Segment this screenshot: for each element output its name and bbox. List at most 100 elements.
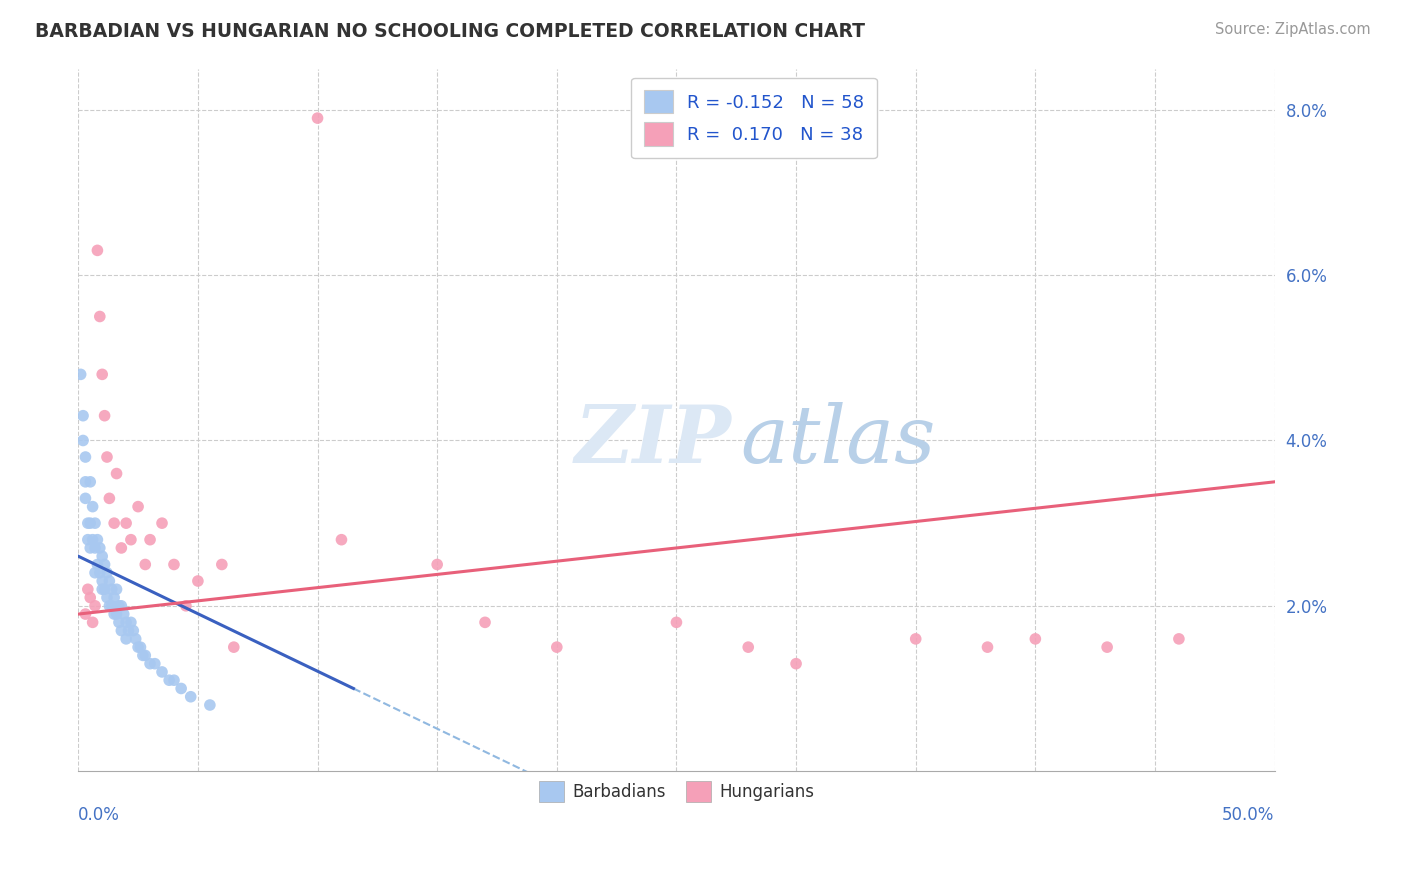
Point <box>82 533 104 547</box>
Point <box>426 558 449 572</box>
Point <box>72 409 94 423</box>
Point <box>84 599 107 613</box>
Point <box>69 368 91 382</box>
Point <box>110 599 132 613</box>
Point <box>737 640 759 655</box>
Point <box>89 541 111 555</box>
Point <box>75 450 97 464</box>
Point <box>82 500 104 514</box>
Point <box>139 657 162 671</box>
Text: 0.0%: 0.0% <box>79 806 120 824</box>
Point <box>976 640 998 655</box>
Point <box>100 599 122 613</box>
Point <box>105 467 128 481</box>
Text: ZIP: ZIP <box>575 402 731 480</box>
Point <box>84 566 107 580</box>
Point <box>904 632 927 646</box>
Point <box>157 673 180 688</box>
Point <box>91 549 114 564</box>
Point <box>134 648 156 663</box>
Point <box>86 244 108 258</box>
Point <box>79 541 101 555</box>
Point <box>198 698 221 712</box>
Point <box>105 582 128 597</box>
Point <box>546 640 568 655</box>
Point <box>120 615 142 630</box>
Point <box>89 566 111 580</box>
Point <box>143 657 166 671</box>
Point <box>134 558 156 572</box>
Point <box>139 533 162 547</box>
Text: atlas: atlas <box>740 402 935 480</box>
Point <box>665 615 688 630</box>
Point <box>75 491 97 506</box>
Point <box>72 434 94 448</box>
Point <box>76 516 98 530</box>
Point <box>93 558 115 572</box>
Legend: Barbadians, Hungarians: Barbadians, Hungarians <box>533 775 821 808</box>
Point <box>222 640 245 655</box>
Point <box>91 574 114 588</box>
Text: Source: ZipAtlas.com: Source: ZipAtlas.com <box>1215 22 1371 37</box>
Point <box>163 673 186 688</box>
Point <box>108 599 131 613</box>
Point <box>89 310 111 324</box>
Point <box>79 475 101 489</box>
Point <box>86 558 108 572</box>
Point <box>76 533 98 547</box>
Point <box>180 690 202 704</box>
Point <box>127 500 149 514</box>
Point <box>115 632 138 646</box>
Point <box>150 516 173 530</box>
Point <box>211 558 233 572</box>
Point <box>117 624 139 638</box>
Point <box>75 475 97 489</box>
Point <box>84 541 107 555</box>
Point <box>163 558 186 572</box>
Point <box>115 615 138 630</box>
Point <box>100 582 122 597</box>
Point <box>76 582 98 597</box>
Point <box>785 657 807 671</box>
Point <box>170 681 193 696</box>
Point <box>1024 632 1046 646</box>
Point <box>91 582 114 597</box>
Point <box>103 591 125 605</box>
Point <box>79 516 101 530</box>
Point <box>75 607 97 621</box>
Point <box>84 516 107 530</box>
Point <box>125 632 148 646</box>
Point <box>127 640 149 655</box>
Point <box>82 615 104 630</box>
Point <box>93 582 115 597</box>
Point <box>132 648 155 663</box>
Point <box>187 574 209 588</box>
Point <box>115 516 138 530</box>
Point <box>98 599 121 613</box>
Point <box>150 665 173 679</box>
Point <box>93 409 115 423</box>
Text: 50.0%: 50.0% <box>1222 806 1275 824</box>
Point <box>91 368 114 382</box>
Point <box>98 491 121 506</box>
Point <box>330 533 353 547</box>
Point <box>79 591 101 605</box>
Point <box>96 566 118 580</box>
Point <box>96 450 118 464</box>
Point <box>96 591 118 605</box>
Point <box>474 615 496 630</box>
Text: BARBADIAN VS HUNGARIAN NO SCHOOLING COMPLETED CORRELATION CHART: BARBADIAN VS HUNGARIAN NO SCHOOLING COMP… <box>35 22 865 41</box>
Point <box>103 607 125 621</box>
Point <box>1167 632 1189 646</box>
Point <box>86 533 108 547</box>
Point <box>110 541 132 555</box>
Point <box>122 624 145 638</box>
Point <box>110 624 132 638</box>
Point <box>108 615 131 630</box>
Point <box>129 640 152 655</box>
Point <box>174 599 197 613</box>
Point <box>307 111 329 125</box>
Point <box>1095 640 1118 655</box>
Point <box>98 574 121 588</box>
Point <box>105 607 128 621</box>
